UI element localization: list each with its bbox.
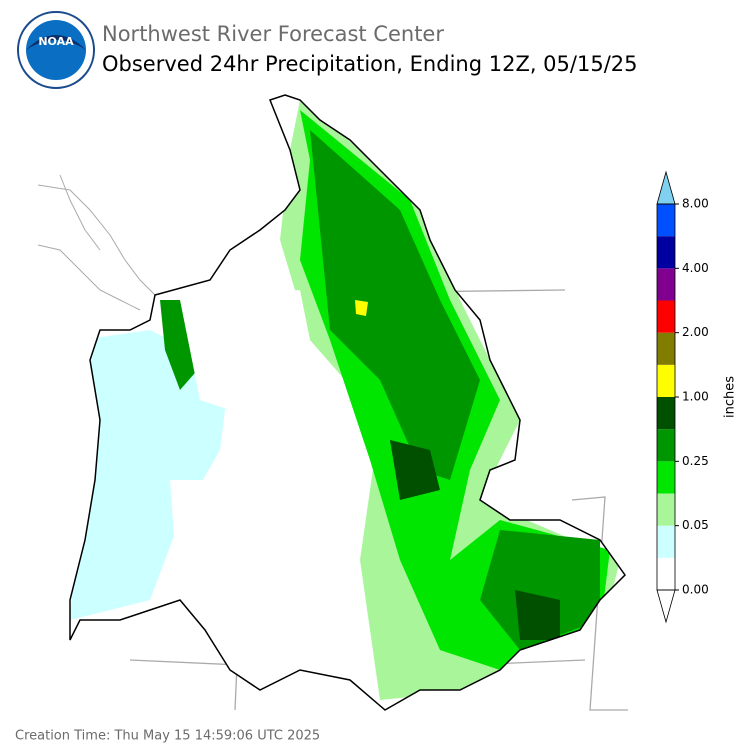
colorbar-bin (657, 236, 675, 269)
colorbar-over (656, 170, 676, 205)
colorbar-bin (657, 557, 675, 590)
colorbar-tick-label: 0.05 (682, 518, 709, 532)
colorbar: 0.00 0.05 0.25 1.00 2.00 4.00 8.00 (656, 170, 709, 624)
colorbar-bin (657, 493, 675, 526)
colorbar-bin (657, 461, 675, 494)
colorbar-bin (657, 429, 675, 462)
basin-outline (69, 94, 626, 711)
colorbar-tick-label: 8.00 (682, 197, 709, 211)
map-title: Observed 24hr Precipitation, Ending 12Z,… (102, 52, 638, 76)
colorbar-tick-label: 4.00 (682, 261, 709, 275)
colorbar-bin (657, 268, 675, 301)
logo-text: NOAA (38, 35, 74, 48)
colorbar-tick-label: 0.25 (682, 454, 709, 468)
colorbar-bin (657, 397, 675, 430)
agency-title: Northwest River Forecast Center (102, 22, 444, 46)
noaa-logo: NOAA (17, 11, 95, 89)
colorbar-bin (657, 300, 675, 333)
colorbar-bin (657, 332, 675, 365)
colorbar-unit: inches (723, 376, 738, 418)
colorbar-bin (657, 364, 675, 397)
colorbar-tick-label: 0.00 (682, 583, 709, 597)
colorbar-bin (657, 525, 675, 558)
colorbar-tick-label: 2.00 (682, 325, 709, 339)
colorbar-tick-label: 1.00 (682, 390, 709, 404)
colorbar-under (656, 589, 676, 624)
precip-field (70, 95, 625, 710)
coastline (37, 174, 156, 311)
creation-time: Creation Time: Thu May 15 14:59:06 UTC 2… (15, 729, 320, 744)
colorbar-bin (657, 204, 675, 237)
